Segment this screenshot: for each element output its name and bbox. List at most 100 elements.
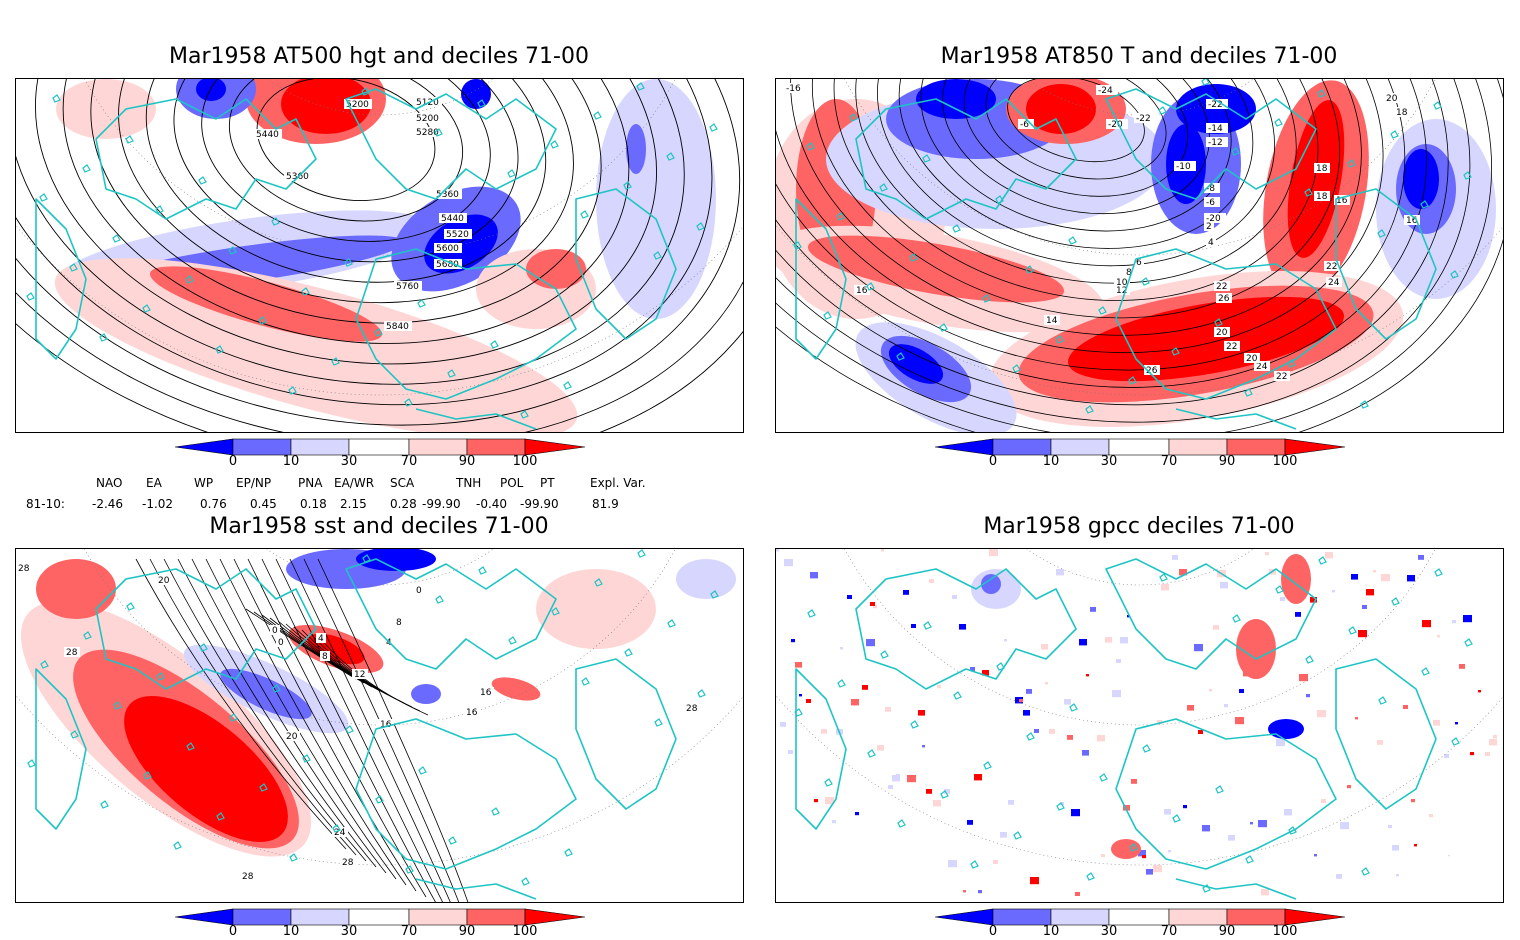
contour-label: 12 (1116, 286, 1127, 296)
index-value: -99.90 (520, 497, 559, 511)
contour-label: 20 (1246, 354, 1258, 364)
contour-label: 28 (242, 872, 254, 882)
contour-label: -22 (1208, 100, 1223, 110)
colorbar-tick-label: 70 (1160, 924, 1178, 939)
colorbar-segment (1226, 438, 1286, 456)
index-value: 0.76 (200, 497, 227, 511)
contour-label: 16 (480, 688, 492, 698)
contour-label: 28 (342, 858, 354, 868)
colorbar-arrow-high (1284, 438, 1346, 456)
index-name: EA/WR (334, 476, 375, 490)
colorbar-tick-label: 0 (988, 924, 998, 939)
colorbar-segment (992, 908, 1052, 926)
colorbar-4: 0 10 30 70 90 100 (934, 908, 1347, 940)
colorbar-tick-label: 90 (1218, 454, 1236, 469)
index-name: PT (540, 476, 555, 490)
colorbar-tick-label: 70 (1160, 454, 1178, 469)
contour-label: 0 (272, 626, 278, 636)
decile-shading (20, 549, 736, 857)
contour-label: -8 (1206, 184, 1215, 194)
index-name: PNA (298, 476, 323, 490)
colorbar-arrow-low (174, 908, 234, 926)
colorbar-segment (466, 908, 526, 926)
contour-label: 10 (1116, 278, 1128, 288)
contour-label: 4 (318, 634, 324, 644)
colorbar-swatches (934, 908, 1346, 926)
colorbar-tick-label: 0 (988, 454, 998, 469)
contour-label: 0 (278, 638, 284, 648)
colorbar-segment (290, 438, 350, 456)
coastlines (794, 556, 1473, 900)
contour-label: 18 (1396, 108, 1408, 118)
contour-label: 20 (286, 732, 298, 742)
index-name: NAO (96, 476, 123, 490)
colorbar-tick-label: 100 (1272, 924, 1298, 939)
contour-label: 22 (1326, 262, 1337, 272)
colorbar-tick-label: 0 (228, 924, 238, 939)
contour-label: 22 (1216, 282, 1227, 292)
coastlines (27, 549, 719, 900)
contour-label: 5200 (416, 114, 439, 124)
colorbar-tick-label: 90 (458, 924, 476, 939)
colorbar-segment (466, 438, 526, 456)
colorbar-segment (1050, 908, 1110, 926)
contour-label: -6 (1206, 198, 1215, 208)
colorbar-segment (1168, 438, 1228, 456)
contour-label: 5840 (386, 322, 409, 332)
contour-label: 22 (1226, 342, 1237, 352)
index-name: EP/NP (236, 476, 272, 490)
contour-label: 18 (1316, 192, 1328, 202)
map-panel-gpcc (775, 548, 1504, 903)
contour-label: 12 (354, 670, 365, 680)
colorbar-segment (408, 908, 468, 926)
contour-label: 20 (158, 576, 170, 586)
decile-shading (776, 79, 1496, 432)
colorbar-segment (348, 908, 410, 926)
contour-label: 16 (1336, 196, 1348, 206)
contour-label: 18 (1316, 164, 1328, 174)
index-name: EA (146, 476, 162, 490)
contour-label: -20 (1108, 120, 1123, 130)
index-value: -2.46 (92, 497, 124, 511)
map-panel-hgt500: 5120 5200 5200 5280 5440 5360 5360 5440 5520 5600… (15, 78, 744, 433)
contour-label: 5680 (436, 260, 459, 270)
colorbar-tick-label: 100 (512, 454, 538, 469)
decile-shading (54, 79, 716, 432)
colorbar-1: 0 10 30 70 90 100 (174, 438, 587, 474)
colorbar-2: 0 10 30 70 90 100 (934, 438, 1347, 474)
colorbar-tick-label: 30 (340, 924, 358, 939)
contour-labels: -16 -24-6 -20-22-22-14-12-10-8-6-202468101… (784, 83, 1420, 382)
contour-label: 28 (18, 564, 30, 574)
colorbar-tick-label: 10 (282, 924, 300, 939)
panel-title-sst: Mar1958 sst and deciles 71-00 (209, 514, 549, 539)
contour-label: 26 (1218, 294, 1230, 304)
contour-label: 22 (1276, 372, 1287, 382)
colorbar-segment (290, 908, 350, 926)
contour-label: 20 (1216, 328, 1228, 338)
contour-label: 4 (1208, 238, 1214, 248)
index-name: POL (500, 476, 524, 490)
contour-label: 5440 (256, 130, 279, 140)
contour-label: 16 (856, 286, 868, 296)
colorbar-arrow-high (524, 908, 586, 926)
colorbar-tick-label: 30 (1100, 924, 1118, 939)
contour-label: 24 (1256, 362, 1268, 372)
contour-label: 16 (466, 708, 478, 718)
index-value: 81.9 (592, 497, 619, 511)
colorbar-tick-label: 10 (1042, 454, 1060, 469)
colorbar-arrow-high (524, 438, 586, 456)
colorbar-3: 0 10 30 70 90 100 (174, 908, 587, 940)
colorbar-segment (1050, 438, 1110, 456)
panel-title-gpcc: Mar1958 gpcc deciles 71-00 (983, 514, 1295, 539)
contour-label: -14 (1208, 124, 1223, 134)
colorbar-segment (232, 438, 292, 456)
contour-label: 28 (66, 648, 78, 658)
contour-label: -10 (1176, 162, 1191, 172)
colorbar-arrow-low (934, 438, 994, 456)
index-value: 2.15 (340, 497, 367, 511)
index-value: 0.18 (300, 497, 327, 511)
contour-label: 5200 (346, 100, 369, 110)
contour-label: 16 (380, 720, 392, 730)
contour-label: 8 (322, 652, 328, 662)
colorbar-segment (232, 908, 292, 926)
